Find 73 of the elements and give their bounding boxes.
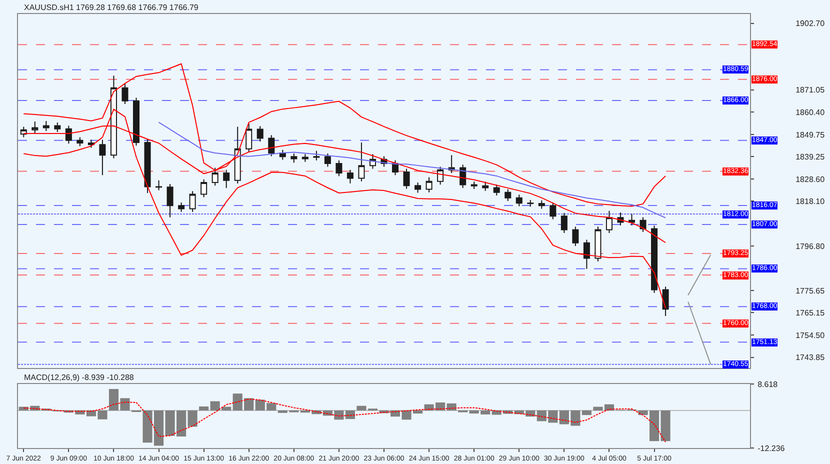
y-tick-label: -12.236: [758, 444, 786, 453]
candlestick: [640, 216, 646, 232]
candlestick: [437, 166, 444, 186]
y-tick-label: 1765.15: [796, 308, 826, 318]
candlestick: [200, 178, 208, 198]
candlestick: [313, 150, 320, 161]
y-tick-label: 1839.25: [796, 152, 826, 162]
candlestick: [482, 181, 489, 192]
candlestick: [246, 123, 252, 152]
chart-title: MACD(12,26,9) -8.939 -10.288: [24, 373, 134, 382]
bar: [582, 410, 592, 416]
candlestick: [426, 176, 432, 193]
candlestick: [166, 183, 174, 218]
candlestick: [493, 184, 500, 196]
candlestick: [527, 199, 534, 208]
line-series: [158, 122, 666, 218]
candlestick: [504, 188, 512, 202]
candlestick: [560, 212, 568, 234]
candlestick: [76, 136, 84, 147]
candlestick: [336, 160, 342, 177]
candlestick: [606, 210, 612, 234]
candlestick: [132, 97, 140, 146]
candlestick: [178, 202, 185, 212]
chart-title: XAUUSD.sH1 1769.28 1769.68 1766.79 1766.79: [24, 3, 199, 12]
candlestick: [572, 226, 579, 246]
candlestick: [234, 126, 241, 184]
bar: [188, 410, 198, 427]
bar: [345, 410, 355, 420]
candlestick: [662, 286, 669, 317]
y-tick-label: 1775.65: [796, 286, 826, 296]
candlestick: [256, 126, 264, 142]
candlestick: [212, 167, 218, 186]
y-tick-label: 8.618: [758, 380, 778, 389]
candlestick: [99, 139, 106, 176]
y-tick-label: 1871.05: [796, 86, 826, 95]
candlestick: [470, 181, 478, 190]
y-tick-label: 1743.85: [796, 353, 826, 362]
candlestick: [268, 134, 275, 157]
y-tick-label: 1902.70: [796, 19, 826, 28]
candlestick: [346, 169, 354, 184]
candlestick: [156, 180, 162, 191]
candlestick: [290, 152, 298, 164]
y-tick-label: 1818.10: [796, 197, 826, 206]
candlestick: [223, 169, 230, 188]
y-tick-label: 1828.60: [796, 174, 826, 184]
candlestick: [324, 152, 331, 168]
candlestick: [302, 154, 308, 162]
y-tick-label: 1754.50: [796, 330, 826, 340]
y-tick-label: 1849.75: [796, 130, 826, 140]
candlestick: [189, 190, 196, 212]
bar: [660, 410, 670, 442]
candlestick: [414, 182, 422, 194]
y-tick-label: 1860.40: [796, 108, 826, 118]
line-series: [23, 108, 666, 309]
bar: [199, 406, 209, 410]
candlestick: [403, 168, 410, 190]
candlestick: [651, 225, 658, 294]
candlestick: [144, 138, 151, 194]
y-tick-label: 1796.80: [796, 242, 826, 251]
candlestick: [122, 83, 128, 105]
candlestick: [20, 126, 27, 138]
candlestick: [358, 142, 365, 182]
candlestick: [65, 125, 72, 144]
candlestick: [550, 202, 556, 220]
candlestick: [110, 75, 117, 159]
candlestick: [583, 239, 590, 270]
candlestick: [594, 226, 602, 262]
candlestick: [516, 194, 522, 207]
candlestick: [538, 200, 545, 210]
candlestick: [32, 120, 38, 134]
candlestick: [54, 122, 61, 132]
line-series: [23, 398, 666, 443]
candlestick: [42, 120, 50, 132]
